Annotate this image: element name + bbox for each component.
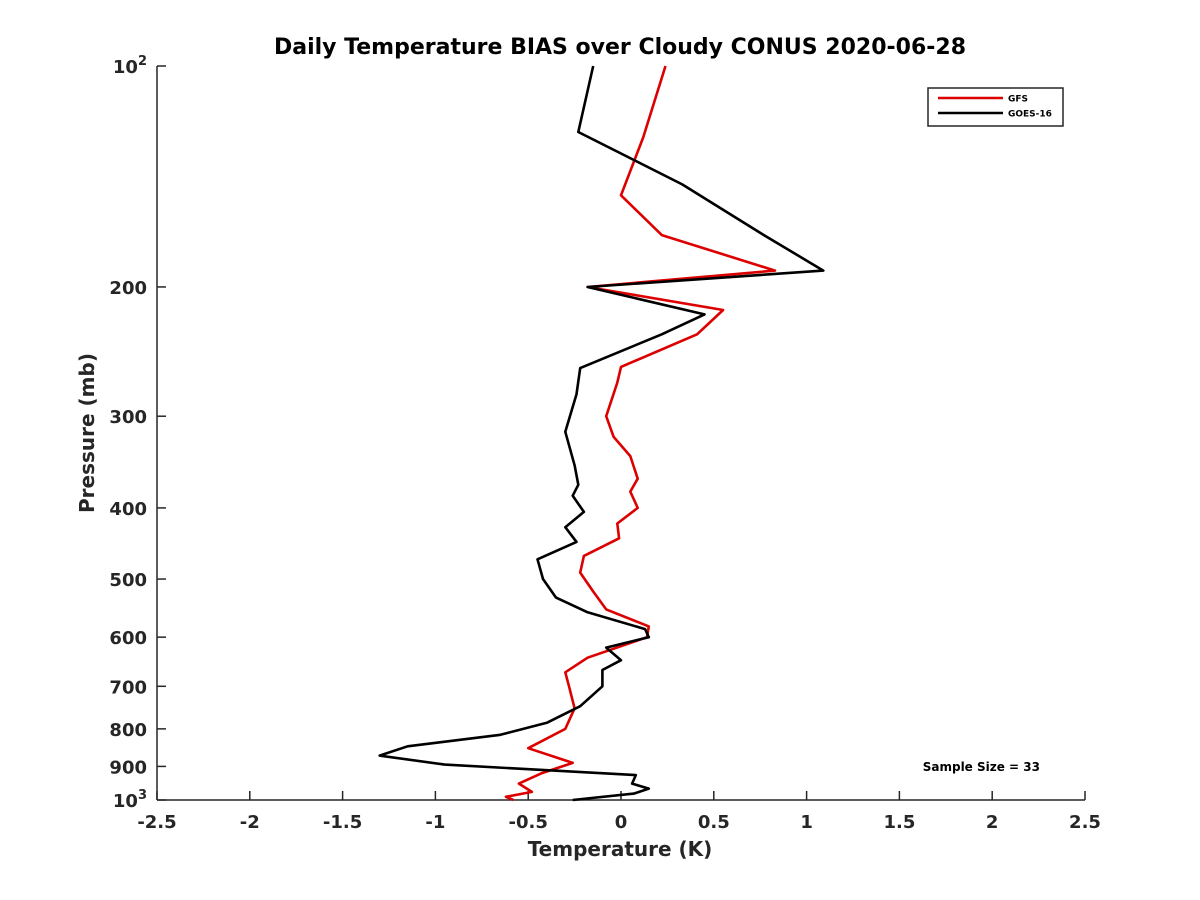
y-tick-label: 500 <box>109 570 147 591</box>
x-tick-label: -2 <box>240 812 260 833</box>
axes: -2.5 -2 -1.5 -1 -0.5 0 0.5 1 1.5 2 2.5 102 200 300 400… <box>109 54 1101 833</box>
x-tick-label: -0.5 <box>509 812 548 833</box>
y-tick-label: 900 <box>109 757 147 778</box>
y-tick-label: 103 <box>113 788 147 812</box>
x-tick-label: 1.5 <box>883 812 915 833</box>
y-tick-label: 600 <box>109 628 147 649</box>
x-tick-label: 2 <box>986 812 999 833</box>
x-tick-label: -2.5 <box>137 812 176 833</box>
y-tick-label: 700 <box>109 677 147 698</box>
x-axis-label: Temperature (K) <box>528 837 713 861</box>
x-tick-label: 2.5 <box>1069 812 1101 833</box>
y-tick-label: 800 <box>109 720 147 741</box>
legend-box <box>927 87 1064 127</box>
x-tick-label: -1.5 <box>323 812 362 833</box>
y-tick-label: 300 <box>109 407 147 428</box>
legend-label: GOES-16 <box>1008 110 1052 120</box>
y-axis-label: Pressure (mb) <box>75 353 99 513</box>
chart-title: Daily Temperature BIAS over Cloudy CONUS… <box>274 35 966 60</box>
legend-label: GFS <box>1008 95 1028 105</box>
legend: GFS GOES-16 <box>927 87 1064 127</box>
y-tick-label: 102 <box>113 54 147 78</box>
sample-size-annotation: Sample Size = 33 <box>923 760 1040 774</box>
x-tick-label: 1 <box>800 812 813 833</box>
series-line-goes-16 <box>378 65 825 802</box>
y-tick-label: 200 <box>109 278 147 299</box>
x-tick-label: 0 <box>615 812 628 833</box>
x-tick-label: 0.5 <box>698 812 730 833</box>
x-tick-label: -1 <box>425 812 445 833</box>
series-line-gfs <box>504 65 777 802</box>
series-layer <box>378 65 825 802</box>
y-tick-label: 400 <box>109 499 147 520</box>
